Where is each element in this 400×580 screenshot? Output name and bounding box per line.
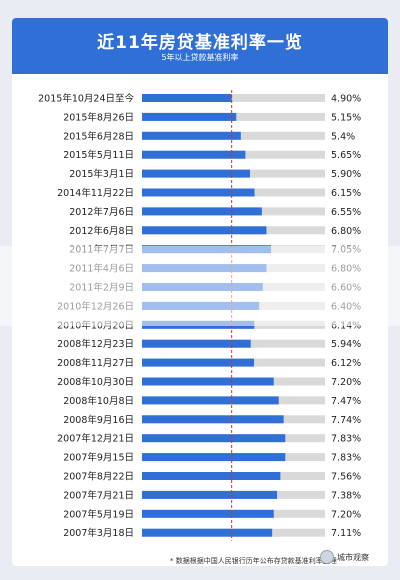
bar xyxy=(142,434,286,443)
bar xyxy=(142,453,286,462)
value-label: 6.12% xyxy=(331,358,361,369)
category-label: 2007年9月15日 xyxy=(63,452,134,464)
category-label: 2015年3月1日 xyxy=(69,168,134,180)
value-label: 5.90% xyxy=(331,169,361,180)
value-label: 5.65% xyxy=(331,150,361,161)
category-label: 2008年10月30日 xyxy=(57,376,134,388)
category-label: 2014年11月22日 xyxy=(57,187,134,199)
bar-track xyxy=(142,94,325,102)
category-label: 2007年7月21日 xyxy=(63,489,134,501)
category-label: 2007年12月21日 xyxy=(57,433,134,445)
chart-header: 近11年房贷基准利率一览 5年以上贷款基准利率 xyxy=(12,18,388,74)
bar xyxy=(142,472,281,480)
bar xyxy=(142,226,267,235)
bar xyxy=(142,358,254,367)
value-label: 7.74% xyxy=(331,415,361,426)
category-label: 2015年6月28日 xyxy=(63,130,134,142)
category-label: 2007年3月18日 xyxy=(63,527,134,539)
value-label: 7.20% xyxy=(331,377,361,388)
bar xyxy=(142,339,251,348)
category-label: 2015年5月11日 xyxy=(63,149,134,161)
category-label: 2012年7月6日 xyxy=(69,206,134,218)
value-label: 7.83% xyxy=(331,453,361,464)
value-label: 6.80% xyxy=(331,226,361,237)
category-label: 2015年10月24日至今 xyxy=(38,93,134,105)
value-label: 6.15% xyxy=(331,188,361,199)
wechat-icon xyxy=(320,550,334,564)
chart-subtitle: 5年以上贷款基准利率 xyxy=(161,53,239,62)
bar xyxy=(142,112,237,121)
bar xyxy=(142,169,250,178)
bar xyxy=(142,396,279,405)
value-label: 5.4% xyxy=(331,131,355,142)
bar xyxy=(142,94,232,102)
bar xyxy=(142,377,274,386)
bar xyxy=(142,509,274,518)
category-label: 2008年11月27日 xyxy=(57,357,134,369)
value-label: 7.20% xyxy=(331,509,361,520)
value-label: 5.15% xyxy=(331,112,361,123)
value-label: 7.11% xyxy=(331,528,361,539)
category-label: 2007年8月22日 xyxy=(63,471,134,483)
value-label: 5.94% xyxy=(331,339,361,350)
bar xyxy=(142,415,284,424)
footnote: * 数据根据中国人民银行历年公布存贷款基准利率整理 xyxy=(170,557,337,565)
source-name: 城市观察 xyxy=(337,552,369,562)
bar xyxy=(142,188,255,197)
source-tag: 城市观察 xyxy=(320,550,369,564)
value-label: 7.56% xyxy=(331,472,361,483)
chart-title: 近11年房贷基准利率一览 xyxy=(97,33,303,53)
value-label: 6.55% xyxy=(331,207,361,218)
bar xyxy=(142,150,246,159)
bar xyxy=(142,207,262,216)
value-label: 7.83% xyxy=(331,434,361,445)
value-label: 7.47% xyxy=(331,396,361,407)
watermark-overlay xyxy=(0,246,400,326)
category-label: 2007年5月19日 xyxy=(63,508,134,520)
category-label: 2008年12月23日 xyxy=(57,338,134,350)
bar xyxy=(142,528,273,537)
bar xyxy=(142,490,278,499)
category-label: 2008年9月16日 xyxy=(63,414,134,426)
value-label: 4.90% xyxy=(331,94,361,105)
value-label: 7.38% xyxy=(331,490,361,501)
bar xyxy=(142,131,241,140)
category-label: 2015年8月26日 xyxy=(63,111,134,123)
category-label: 2012年6月8日 xyxy=(69,225,134,237)
category-label: 2008年10月8日 xyxy=(63,395,134,407)
